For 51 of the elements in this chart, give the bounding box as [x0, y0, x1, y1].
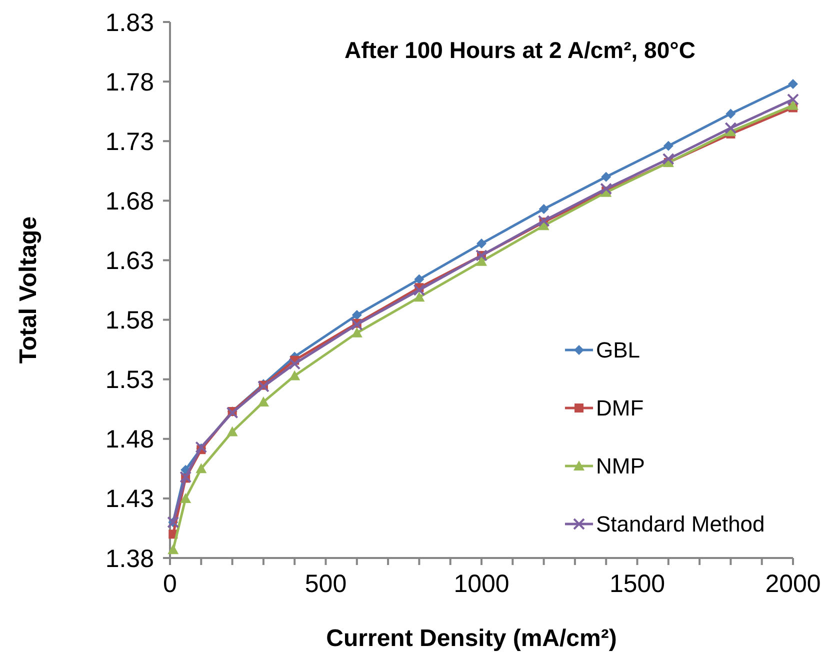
point	[350, 318, 363, 331]
y-tick-label: 1.53	[105, 366, 154, 394]
point	[787, 93, 799, 106]
x-tick-label: 2000	[765, 570, 821, 598]
point	[476, 238, 486, 249]
legend-label: GBL	[596, 338, 640, 363]
point	[662, 152, 674, 165]
y-tick-label: 1.68	[105, 187, 154, 216]
point	[663, 140, 674, 151]
y-tick-label: 1.78	[105, 68, 154, 96]
point	[226, 426, 238, 436]
point	[180, 471, 192, 484]
point	[600, 182, 612, 195]
point	[414, 274, 424, 284]
point	[413, 284, 426, 296]
y-tick-label: 1.63	[105, 246, 154, 275]
point	[289, 370, 300, 380]
y-tick-label: 1.43	[105, 485, 154, 514]
y-tick-label: 1.38	[105, 544, 154, 573]
point	[351, 327, 362, 338]
point	[414, 292, 425, 302]
legend-label: DMF	[596, 396, 644, 421]
y-axis-title: Total Voltage	[15, 216, 42, 364]
x-tick-label: 1000	[454, 570, 510, 598]
x-tick-label: 0	[163, 570, 177, 598]
point	[538, 204, 549, 214]
point	[258, 396, 269, 406]
point	[601, 172, 612, 182]
y-tick-label: 1.73	[105, 128, 154, 156]
point	[168, 544, 179, 554]
point	[788, 100, 798, 110]
point	[788, 78, 798, 89]
point	[288, 358, 301, 370]
y-tick-label: 1.48	[105, 426, 154, 454]
text: After 100 Hours at 2 A/cm², 80°C	[344, 37, 696, 63]
point	[257, 380, 270, 392]
point	[538, 214, 550, 227]
point	[196, 463, 207, 474]
legend-label: Standard Method	[596, 512, 765, 537]
point	[726, 108, 736, 119]
x-tick-label: 500	[304, 570, 347, 598]
point	[352, 310, 362, 320]
point	[180, 492, 192, 503]
x-tick-label: 1500	[609, 570, 666, 598]
point	[226, 406, 238, 419]
x-axis-title: Current Density (mA/cm²)	[326, 625, 617, 652]
point	[476, 256, 487, 266]
legend-label: NMP	[596, 454, 645, 479]
y-tick-label: 1.58	[105, 306, 154, 335]
point	[724, 122, 737, 134]
y-tick-label: 1.83	[105, 8, 154, 37]
